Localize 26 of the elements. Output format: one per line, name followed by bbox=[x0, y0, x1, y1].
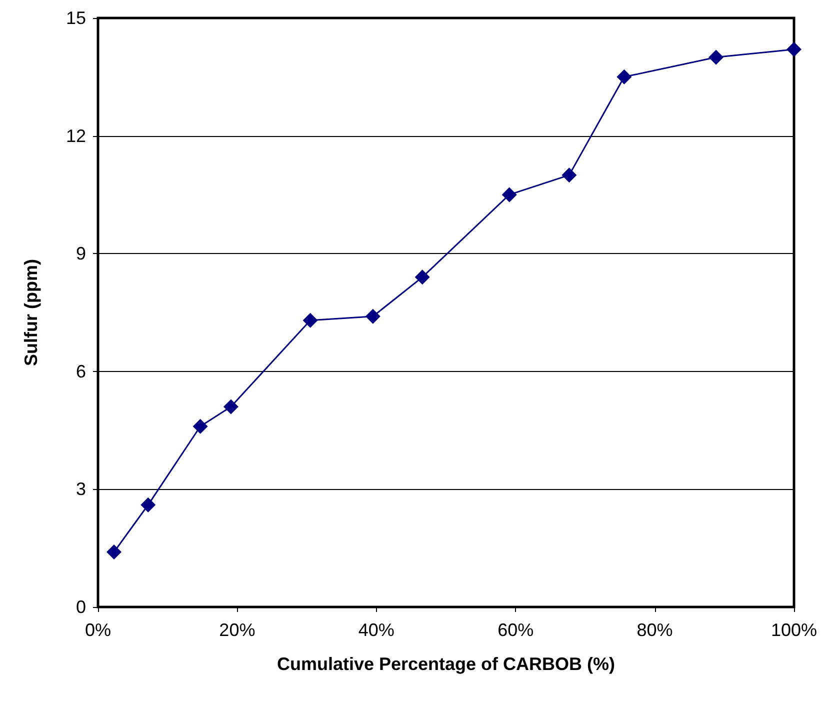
point bbox=[414, 270, 430, 285]
point bbox=[562, 168, 577, 183]
y-tick-label: 6 bbox=[76, 361, 86, 382]
x-axis-title: Cumulative Percentage of CARBOB (%) bbox=[276, 654, 616, 674]
x-tick-label: 40% bbox=[358, 620, 394, 640]
y-tick-label: 3 bbox=[76, 479, 86, 500]
x-tick-label: 100% bbox=[770, 620, 818, 640]
y-tick-label: 12 bbox=[66, 126, 86, 146]
point bbox=[786, 42, 802, 57]
point bbox=[106, 544, 122, 560]
x-tick-label: 0% bbox=[84, 620, 112, 640]
y-tick-label: 9 bbox=[76, 244, 86, 264]
y-tick-label: 0 bbox=[76, 597, 86, 617]
point bbox=[140, 497, 156, 512]
x-tick-label: 60% bbox=[498, 620, 534, 640]
point bbox=[365, 308, 380, 324]
x-tick-label: 20% bbox=[219, 620, 256, 640]
point bbox=[708, 50, 724, 65]
point bbox=[502, 187, 517, 202]
x-tick-label: 80% bbox=[636, 620, 673, 640]
point bbox=[192, 418, 208, 434]
point bbox=[223, 399, 238, 414]
point bbox=[302, 312, 318, 328]
y-axis-title: Sulfur (ppm) bbox=[21, 259, 41, 366]
point bbox=[616, 69, 632, 84]
y-tick-label: 15 bbox=[66, 8, 86, 28]
